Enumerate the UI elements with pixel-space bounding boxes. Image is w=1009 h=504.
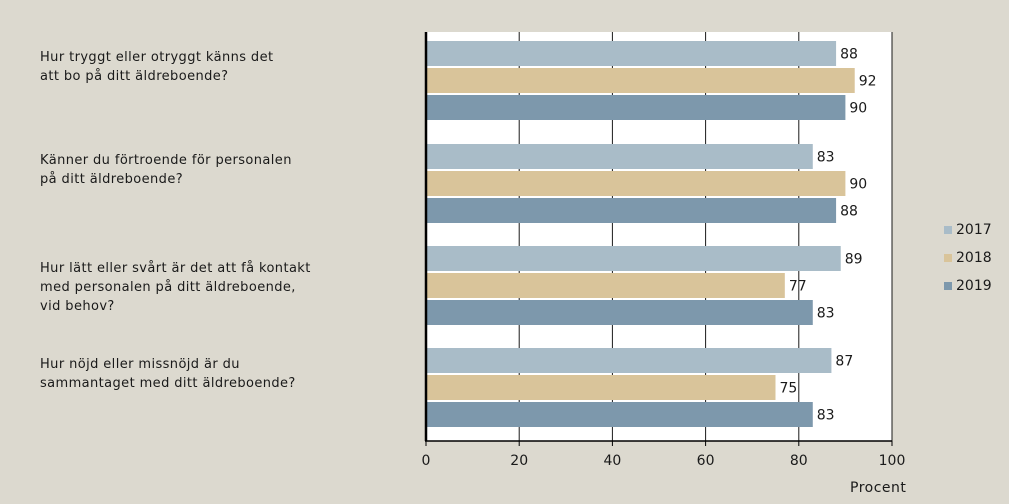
category-label-line: Hur nöjd eller missnöjd är du [40,357,240,372]
bar-2018-3 [426,273,785,298]
category-label-2: Känner du förtroende för personalen på di… [40,151,400,189]
data-label-2019-2: 88 [840,204,858,220]
category-label-1: Hur tryggt eller otryggt känns det att bo… [40,48,400,86]
bar-2018-2 [426,171,846,196]
bar-2017-1 [426,41,837,66]
bar-2017-3 [426,246,841,271]
data-label-2017-3: 89 [845,252,863,268]
data-label-2018-1: 92 [859,74,877,90]
bar-2019-2 [426,198,837,223]
legend-swatch [944,254,952,262]
bar-2018-1 [426,68,855,93]
x-tick-label-40: 40 [603,453,621,469]
data-label-2018-2: 90 [849,177,867,193]
legend-label: 2017 [956,222,992,238]
category-label-3: Hur lätt eller svårt är det att få konta… [40,259,400,316]
data-label-2017-4: 87 [835,354,853,370]
x-tick-label-60: 60 [697,453,715,469]
legend-label: 2019 [956,278,992,294]
data-label-2018-3: 77 [789,279,807,295]
legend-item-2017: 2017 [944,216,1008,244]
bar-2019-3 [426,300,813,325]
category-label-line: sammantaget med ditt äldreboende? [40,376,296,391]
x-tick-label-80: 80 [790,453,808,469]
bar-2019-1 [426,95,846,120]
category-label-line: Hur tryggt eller otryggt känns det [40,50,274,65]
data-label-2017-1: 88 [840,47,858,63]
legend: 2017 2018 2019 [944,216,1008,300]
legend-item-2019: 2019 [944,272,1008,300]
legend-label: 2018 [956,250,992,266]
x-tick-label-100: 100 [879,453,906,469]
category-label-line: på ditt äldreboende? [40,172,184,187]
legend-swatch [944,282,952,290]
data-label-2019-1: 90 [849,101,867,117]
data-label-2019-4: 83 [817,408,835,424]
bar-2017-4 [426,348,832,373]
legend-item-2018: 2018 [944,244,1008,272]
category-label-line: med personalen på ditt äldreboende, [40,280,296,295]
legend-swatch [944,226,952,234]
category-label-line: att bo på ditt äldreboende? [40,69,229,84]
data-label-2019-3: 83 [817,306,835,322]
category-label-4: Hur nöjd eller missnöjd är du sammantaget… [40,355,400,393]
data-label-2017-2: 83 [817,150,835,166]
bar-2019-4 [426,402,813,427]
bar-2017-2 [426,144,813,169]
x-tick-label-0: 0 [422,453,431,469]
data-label-2018-4: 75 [780,381,798,397]
category-label-line: Känner du förtroende för personalen [40,153,292,168]
category-label-line: vid behov? [40,299,115,314]
x-axis-title: Procent [850,480,907,496]
bar-2018-4 [426,375,776,400]
x-tick-label-20: 20 [510,453,528,469]
category-label-line: Hur lätt eller svårt är det att få konta… [40,261,311,276]
